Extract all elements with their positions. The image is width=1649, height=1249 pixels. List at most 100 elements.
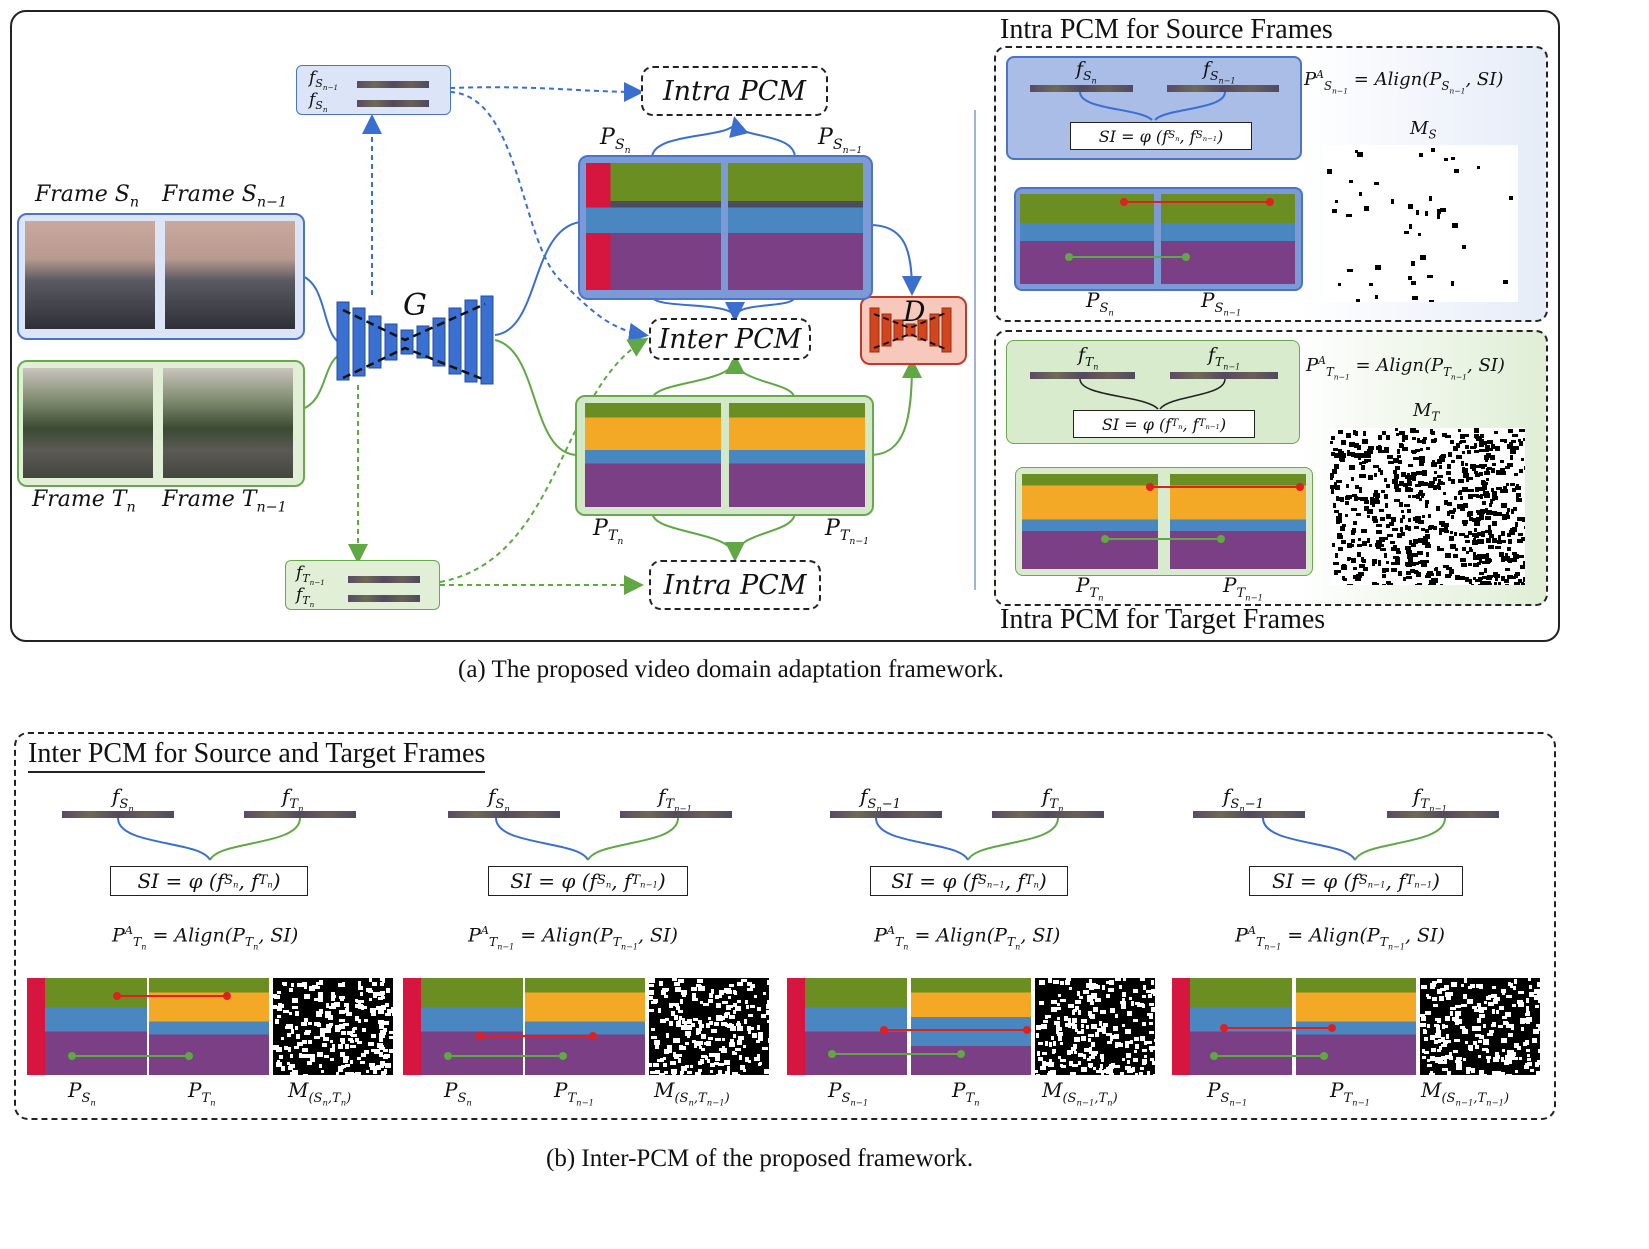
intra-pcm-top-box: Intra PCM bbox=[641, 66, 828, 116]
inter-group-3-alignment-lines bbox=[828, 1026, 1031, 1058]
source-predictions-box bbox=[578, 155, 873, 300]
intra-target-f-left-bar bbox=[1030, 372, 1135, 379]
intra-source-f-left: fSn bbox=[1076, 58, 1097, 86]
intra-target-f-right: fTn−1 bbox=[1208, 344, 1241, 372]
inter-group-4-align: PATn−1 = Align(PTn−1, SI) bbox=[1235, 923, 1445, 952]
inter-group-1-alignment-lines bbox=[68, 992, 231, 1060]
intra-source-p-right: PSn−1 bbox=[1201, 288, 1242, 318]
inter-group-2-f-left: fSn bbox=[488, 784, 510, 814]
intra-pcm-bottom-box: Intra PCM bbox=[649, 560, 821, 610]
inter-group-3-p-right: PTn bbox=[952, 1078, 980, 1108]
panel-b-title: Inter PCM for Source and Target Frames bbox=[28, 738, 486, 773]
intra-target-mask bbox=[1330, 428, 1525, 585]
target-pred-n-map bbox=[585, 403, 721, 507]
inter-group-1-mask bbox=[273, 978, 393, 1075]
inter-group-1-p-right: PTn bbox=[188, 1078, 216, 1108]
inter-group-2-pred-left bbox=[403, 978, 523, 1075]
target-frames-box bbox=[17, 360, 305, 487]
inter-group-4-p-right: PTn−1 bbox=[1330, 1078, 1371, 1108]
target-feature-n1-label: fTn−1 bbox=[296, 563, 325, 588]
intra-source-mask-label: MS bbox=[1410, 118, 1437, 142]
source-pred-n1-map bbox=[728, 163, 863, 290]
inter-group-1-pred-right bbox=[149, 978, 269, 1075]
intra-source-merge-arrows bbox=[1079, 91, 1226, 121]
intra-target-p-right: PTn−1 bbox=[1223, 573, 1264, 603]
intra-target-pred-box bbox=[1015, 467, 1313, 576]
source-features-box: fSn−1 fSn bbox=[296, 65, 451, 115]
inter-pcm-box: Inter PCM bbox=[649, 318, 811, 360]
inter-group-2-f-right-bar bbox=[620, 811, 732, 818]
intra-target-f-left: fTn bbox=[1078, 344, 1099, 372]
inter-group-3-pred-right bbox=[911, 978, 1031, 1075]
inter-group-4-pred-right bbox=[1296, 978, 1416, 1075]
inter-group-2: fSn fTn−1 SI = φ (f Sn, f Tn−1) PATn−1 = A… bbox=[396, 780, 776, 1110]
intra-target-f-right-bar bbox=[1170, 372, 1278, 379]
pred-label-pt-n: PTn bbox=[593, 516, 624, 548]
frame-sn1-label: Frame Sn−1 bbox=[162, 182, 288, 211]
intra-target-align-eq: PATn−1 = Align(PTn−1, SI) bbox=[1306, 354, 1505, 381]
panel-a-frame bbox=[10, 10, 1560, 642]
target-predictions-box bbox=[575, 395, 874, 516]
source-pred-n-map bbox=[586, 163, 721, 290]
discriminator-network-icon bbox=[869, 307, 952, 353]
inter-group-1-si: SI = φ (f Sn, f Tn) bbox=[110, 866, 308, 896]
inter-group-1: fSn fTn SI = φ (f Sn, f Tn) PATn = Align(P… bbox=[20, 780, 400, 1110]
inter-group-3-f-left-bar bbox=[830, 811, 942, 818]
inter-group-3-p-left: PSn−1 bbox=[828, 1078, 869, 1108]
caption-a: (a) The proposed video domain adaptation… bbox=[458, 656, 1004, 683]
inter-group-4-f-right-bar bbox=[1387, 811, 1499, 818]
inter-group-4-merge bbox=[1262, 817, 1446, 861]
generator-label: G bbox=[403, 288, 427, 323]
source-frames-box bbox=[17, 213, 305, 340]
target-frame-n-image bbox=[23, 368, 153, 478]
intra-target-alignment-lines bbox=[1101, 483, 1304, 543]
inter-group-2-p-left: PSn bbox=[444, 1078, 472, 1108]
inter-group-4-mask bbox=[1420, 978, 1540, 1075]
inter-group-2-pred-right bbox=[525, 978, 645, 1075]
inter-group-2-alignment-lines bbox=[444, 1032, 597, 1060]
frame-tn-label: Frame Tn bbox=[32, 487, 136, 516]
intra-source-si-box: SI = φ (f Sn, f Sn−1) bbox=[1070, 122, 1252, 150]
panel-b-frame bbox=[14, 732, 1556, 1120]
inter-group-2-merge bbox=[495, 817, 679, 861]
intra-source-pred-n1-map bbox=[1161, 194, 1295, 284]
inter-group-3-f-right-bar bbox=[992, 811, 1104, 818]
pred-label-ps-n1: PSn−1 bbox=[818, 125, 863, 157]
inter-group-1-f-right: fTn bbox=[282, 784, 304, 814]
inter-group-3-mask bbox=[1035, 978, 1155, 1075]
intra-target-si-box: SI = φ (f Tn, f Tn−1) bbox=[1073, 410, 1255, 438]
frame-sn-label: Frame Sn bbox=[35, 182, 140, 211]
inter-group-1-align: PATn = Align(PTn, SI) bbox=[112, 923, 299, 952]
target-feature-n1-bar bbox=[348, 576, 420, 583]
source-feature-n1-bar bbox=[357, 81, 429, 88]
inter-group-4: fSn−1 fTn−1 SI = φ (f Sn−1, f Tn−1) PATn−1… bbox=[1165, 780, 1550, 1110]
inter-group-3-f-right: fTn bbox=[1042, 784, 1064, 814]
inter-group-2-mask-label: M(Sn,Tn−1) bbox=[654, 1078, 730, 1108]
inter-group-4-pred-left bbox=[1172, 978, 1292, 1075]
intra-source-title: Intra PCM for Source Frames bbox=[1000, 14, 1333, 45]
pred-label-pt-n1: PTn−1 bbox=[825, 516, 870, 548]
inter-group-1-pred-left bbox=[27, 978, 147, 1075]
inter-group-3-mask-label: M(Sn−1,Tn) bbox=[1042, 1078, 1118, 1108]
generator-network-icon bbox=[336, 295, 494, 385]
source-feature-n1-label: fSn−1 bbox=[309, 68, 339, 93]
source-frame-n1-image bbox=[165, 221, 295, 329]
inter-group-3-pred-left bbox=[787, 978, 907, 1075]
target-feature-n-label: fTn bbox=[296, 585, 315, 610]
inter-group-2-align: PATn−1 = Align(PTn−1, SI) bbox=[468, 923, 678, 952]
intra-target-pred-n-map bbox=[1022, 474, 1158, 569]
target-pred-n1-map bbox=[729, 403, 865, 507]
source-feature-n-label: fSn bbox=[309, 90, 328, 115]
intra-source-pred-box bbox=[1014, 187, 1303, 291]
source-feature-n-bar bbox=[357, 100, 429, 107]
intra-source-pred-n-map bbox=[1020, 194, 1154, 284]
inter-group-4-f-left-bar bbox=[1193, 811, 1305, 818]
inter-group-1-f-left: fSn bbox=[112, 784, 134, 814]
target-features-box: fTn−1 fTn bbox=[285, 560, 440, 610]
inter-group-4-f-right: fTn−1 bbox=[1413, 784, 1447, 814]
intra-source-f-left-bar bbox=[1030, 85, 1133, 92]
inter-group-2-p-right: PTn−1 bbox=[554, 1078, 595, 1108]
target-feature-n-bar bbox=[348, 595, 420, 602]
frame-tn1-label: Frame Tn−1 bbox=[162, 487, 287, 516]
inter-group-1-mask-label: M(Sn,Tn) bbox=[288, 1078, 352, 1108]
